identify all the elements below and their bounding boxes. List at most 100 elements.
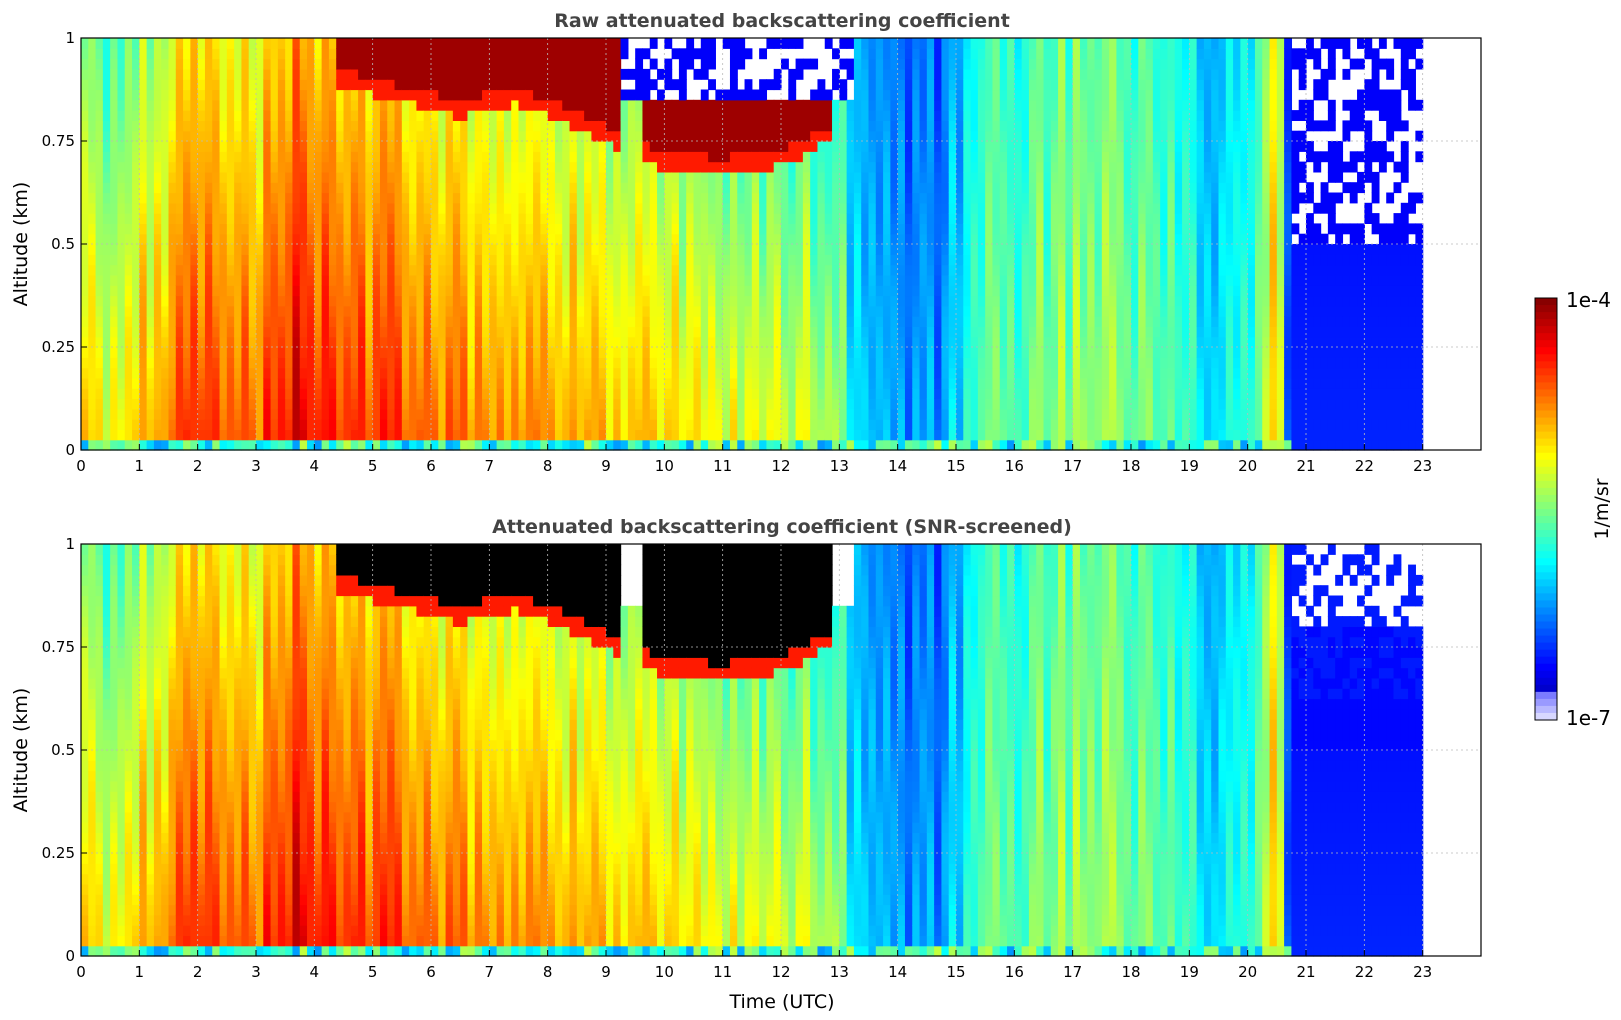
heatmap-cell xyxy=(934,377,943,389)
heatmap-cell xyxy=(941,336,950,348)
heatmap-cell xyxy=(948,357,957,369)
heatmap-cell xyxy=(525,419,534,430)
heatmap-cell xyxy=(744,130,753,142)
heatmap-cell xyxy=(700,58,709,70)
heatmap-cell xyxy=(934,110,943,121)
heatmap-cell xyxy=(533,429,541,441)
heatmap-cell xyxy=(562,377,571,389)
heatmap-cell xyxy=(161,192,170,204)
heatmap-cell xyxy=(897,429,906,441)
heatmap-cell xyxy=(460,398,469,410)
heatmap-cell xyxy=(562,429,571,441)
heatmap-cell xyxy=(482,79,490,91)
heatmap-cell xyxy=(635,326,644,338)
heatmap-cell xyxy=(846,274,855,286)
heatmap-cell xyxy=(890,213,899,224)
heatmap-cell xyxy=(183,305,191,317)
heatmap-cell xyxy=(197,99,206,111)
heatmap-cell xyxy=(970,141,979,152)
heatmap-cell xyxy=(263,357,272,369)
heatmap-cell xyxy=(934,367,943,379)
heatmap-cell xyxy=(81,171,89,183)
heatmap-cell xyxy=(314,110,323,121)
heatmap-cell xyxy=(715,254,724,266)
heatmap-cell xyxy=(175,141,184,152)
heatmap-cell xyxy=(336,285,345,297)
heatmap-cell xyxy=(204,141,213,152)
heatmap-cell xyxy=(817,213,826,224)
heatmap-cell xyxy=(102,192,111,204)
heatmap-cell xyxy=(175,110,184,121)
heatmap-cell xyxy=(591,171,600,183)
heatmap-cell xyxy=(956,305,964,317)
heatmap-cell xyxy=(307,68,315,80)
heatmap-cell xyxy=(875,347,884,358)
heatmap-cell xyxy=(904,295,913,307)
heatmap-cell xyxy=(977,377,986,389)
heatmap-cell xyxy=(904,439,913,451)
heatmap-cell xyxy=(183,264,191,276)
heatmap-cell xyxy=(328,99,337,111)
heatmap-cell xyxy=(970,357,979,369)
heatmap-cell xyxy=(409,254,418,266)
heatmap-cell xyxy=(175,274,184,286)
heatmap-cell xyxy=(810,326,819,338)
heatmap-cell xyxy=(292,192,301,204)
heatmap-cell xyxy=(102,326,111,338)
heatmap-cell xyxy=(321,202,330,214)
heatmap-cell xyxy=(853,89,862,101)
heatmap-cell xyxy=(598,141,607,152)
heatmap-cell xyxy=(416,419,425,430)
heatmap-cell xyxy=(460,171,469,183)
heatmap-cell xyxy=(606,48,614,60)
heatmap-cell xyxy=(700,388,709,400)
heatmap-cell xyxy=(168,429,177,441)
heatmap-cell xyxy=(751,264,760,276)
heatmap-cell xyxy=(183,171,191,183)
heatmap-cell xyxy=(285,192,294,204)
heatmap-cell xyxy=(285,58,294,70)
heatmap-cell xyxy=(394,254,403,266)
heatmap-cell xyxy=(715,305,724,317)
heatmap-cell xyxy=(431,326,439,338)
heatmap-cell xyxy=(328,274,337,286)
heatmap-cell xyxy=(591,130,600,142)
heatmap-cell xyxy=(657,192,665,204)
heatmap-cell xyxy=(934,89,943,101)
heatmap-cell xyxy=(139,120,148,132)
heatmap-cell xyxy=(387,89,396,101)
heatmap-cell xyxy=(175,171,184,183)
heatmap-cell xyxy=(868,182,877,194)
heatmap-cell xyxy=(241,99,250,111)
heatmap-cell xyxy=(81,295,89,307)
heatmap-cell xyxy=(394,295,403,307)
heatmap-cell xyxy=(518,171,527,183)
heatmap-cell xyxy=(503,68,512,80)
heatmap-cell xyxy=(576,48,585,60)
heatmap-cell xyxy=(817,244,826,255)
heatmap-cell xyxy=(292,233,301,245)
heatmap-cell xyxy=(649,192,658,204)
heatmap-cell xyxy=(802,223,811,235)
heatmap-cell xyxy=(956,89,964,101)
heatmap-cell xyxy=(117,326,126,338)
heatmap-cell xyxy=(554,388,563,400)
heatmap-cell xyxy=(642,388,651,400)
heatmap-cell xyxy=(890,408,899,420)
heatmap-cell xyxy=(686,110,695,121)
heatmap-cell xyxy=(511,120,520,132)
heatmap-cell xyxy=(562,68,571,80)
heatmap-cell xyxy=(401,398,410,410)
heatmap-cell xyxy=(773,264,782,276)
heatmap-cell xyxy=(409,130,418,142)
heatmap-cell xyxy=(686,254,695,266)
heatmap-cell xyxy=(926,274,935,286)
heatmap-cell xyxy=(489,58,498,70)
heatmap-cell xyxy=(256,419,264,430)
heatmap-cell xyxy=(802,141,811,152)
heatmap-cell xyxy=(773,357,782,369)
heatmap-cell xyxy=(270,264,279,276)
heatmap-cell xyxy=(496,79,505,91)
heatmap-cell xyxy=(627,357,636,369)
heatmap-cell xyxy=(766,161,775,173)
